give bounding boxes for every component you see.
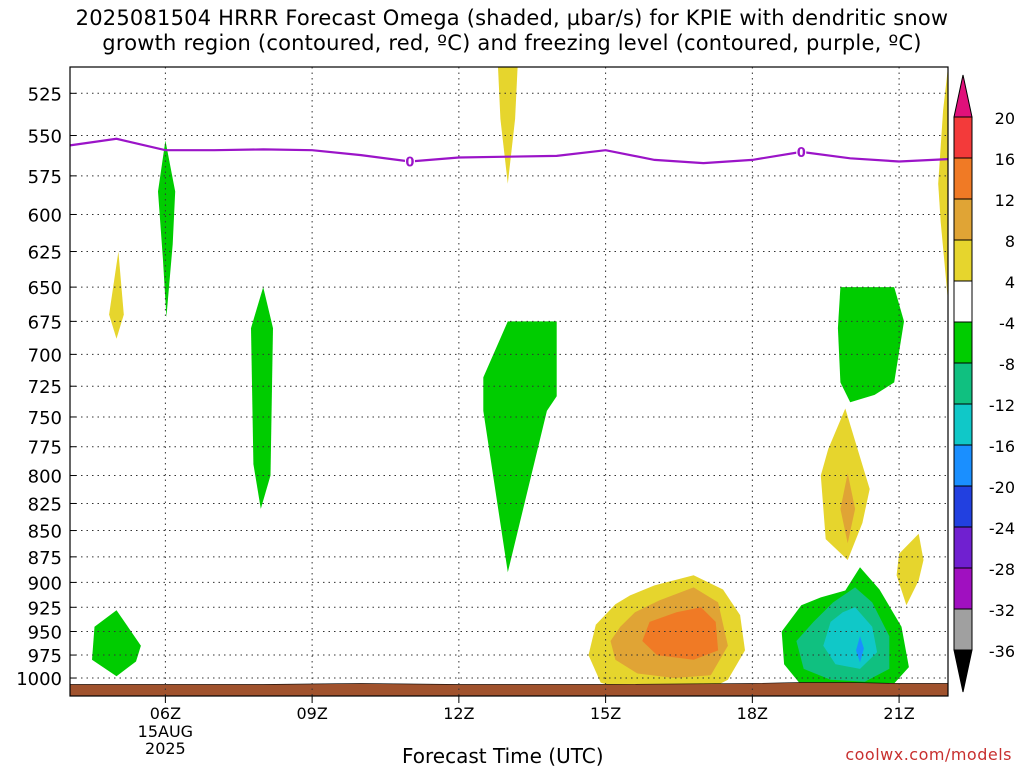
x-tick-label-06Z: 06Z xyxy=(150,704,181,723)
colorbar-bin-13 xyxy=(953,608,973,651)
colorbar-bin-7 xyxy=(953,362,973,405)
x-tick-label-12Z: 12Z xyxy=(443,704,474,723)
colorbar-label-2: 16 xyxy=(995,150,1015,169)
colorbar-bin-10 xyxy=(953,485,973,528)
omega-region-10 xyxy=(896,533,924,606)
x-tick-label-09Z: 09Z xyxy=(296,704,327,723)
colorbar-label-9: -16 xyxy=(989,437,1015,456)
chart-title-line2: growth region (contoured, red, ºC) and f… xyxy=(102,31,922,55)
y-tick-label-750: 750 xyxy=(28,408,62,429)
omega-region-17 xyxy=(823,607,878,669)
omega-region-9 xyxy=(840,473,856,544)
freezing-level-layer: 00 xyxy=(69,137,949,171)
colorbar-bin-8 xyxy=(953,403,973,446)
colorbar-label-11: -24 xyxy=(989,519,1015,538)
grid-layer xyxy=(70,67,948,696)
terrain-strip xyxy=(69,682,949,697)
colorbar-top-extension xyxy=(953,74,973,118)
colorbar-label-6: -4 xyxy=(999,314,1015,333)
y-tick-label-675: 675 xyxy=(28,312,62,333)
y-tick-label-650: 650 xyxy=(28,278,62,299)
chart-title-line1: 2025081504 HRRR Forecast Omega (shaded, … xyxy=(75,6,949,30)
y-tick-label-950: 950 xyxy=(28,622,62,643)
omega-region-3 xyxy=(158,140,176,318)
omega-region-5 xyxy=(483,321,557,573)
chart-title: 2025081504 HRRR Forecast Omega (shaded, … xyxy=(0,6,1024,56)
colorbar-bin-2 xyxy=(953,157,973,200)
colorbar-label-12: -28 xyxy=(989,560,1015,579)
colorbar-bin-6 xyxy=(953,321,973,364)
colorbar-bin-11 xyxy=(953,526,973,569)
y-tick-label-775: 775 xyxy=(28,438,62,459)
freezing-level-label-1: 0 xyxy=(405,156,414,171)
y-tick-label-575: 575 xyxy=(28,167,62,188)
y-tick-label-800: 800 xyxy=(28,467,62,488)
x-tick-label-15Z: 15Z xyxy=(590,704,621,723)
omega-region-11 xyxy=(938,67,948,301)
x-tick-sublabel-1: 15AUG xyxy=(138,722,193,741)
omega-region-8 xyxy=(820,408,870,560)
colorbar-bottom-extension xyxy=(953,649,973,693)
colorbar-label-13: -32 xyxy=(989,601,1015,620)
x-tick-label-21Z: 21Z xyxy=(883,704,914,723)
colorbar-bin-4 xyxy=(953,239,973,282)
colorbar-label-4: 8 xyxy=(1005,232,1015,251)
y-tick-label-525: 525 xyxy=(28,84,62,105)
colorbar-label-10: -20 xyxy=(989,478,1015,497)
y-tick-label-1000: 1000 xyxy=(16,669,62,690)
colorbar-label-5: 4 xyxy=(1005,273,1015,292)
y-tick-label-700: 700 xyxy=(28,345,62,366)
y-tick-label-625: 625 xyxy=(28,243,62,264)
y-tick-label-850: 850 xyxy=(28,522,62,543)
omega-shading-layer xyxy=(69,67,949,697)
x-axis-label: Forecast Time (UTC) xyxy=(402,744,604,768)
colorbar-label-7: -8 xyxy=(999,355,1015,374)
colorbar-bin-3 xyxy=(953,198,973,241)
colorbar-label-14: -36 xyxy=(989,642,1015,661)
colorbar-bin-1 xyxy=(953,116,973,159)
colorbar-label-1: 20 xyxy=(995,109,1015,128)
x-tick-label-18Z: 18Z xyxy=(737,704,768,723)
freezing-level-label-bg-2 xyxy=(796,144,807,158)
omega-region-4 xyxy=(251,287,273,509)
omega-region-7 xyxy=(837,287,904,403)
y-tick-label-600: 600 xyxy=(28,205,62,226)
colorbar-bin-5 xyxy=(953,280,973,323)
colorbar-bin-9 xyxy=(953,444,973,487)
colorbar-label-8: -12 xyxy=(989,396,1015,415)
colorbar-bin-12 xyxy=(953,567,973,610)
colorbar: 20 16 12 8 4 -4 -8 -12 -16 -20 -24 -28 -32 -36 xyxy=(953,74,1015,693)
y-tick-label-825: 825 xyxy=(28,494,62,515)
omega-region-1 xyxy=(92,610,141,677)
plot-frame xyxy=(69,66,949,697)
freezing-level-label-bg-1 xyxy=(404,154,415,168)
omega-region-2 xyxy=(109,251,124,339)
freezing-level-label-2: 0 xyxy=(797,146,806,161)
omega-region-6 xyxy=(498,67,518,184)
axes-layer: 525 550 575 600 625 650 675 700 725 750 775 800 825 8… xyxy=(16,66,949,758)
y-tick-label-900: 900 xyxy=(28,573,62,594)
omega-region-14 xyxy=(642,607,719,660)
colorbar-label-3: 12 xyxy=(995,191,1015,210)
y-tick-label-975: 975 xyxy=(28,646,62,667)
y-tick-label-725: 725 xyxy=(28,377,62,398)
x-tick-sublabel-2: 2025 xyxy=(145,739,186,758)
y-tick-label-925: 925 xyxy=(28,598,62,619)
omega-region-18 xyxy=(856,636,864,663)
y-tick-label-875: 875 xyxy=(28,548,62,569)
y-tick-label-550: 550 xyxy=(28,127,62,148)
credit-text: coolwx.com/models xyxy=(845,745,1012,764)
